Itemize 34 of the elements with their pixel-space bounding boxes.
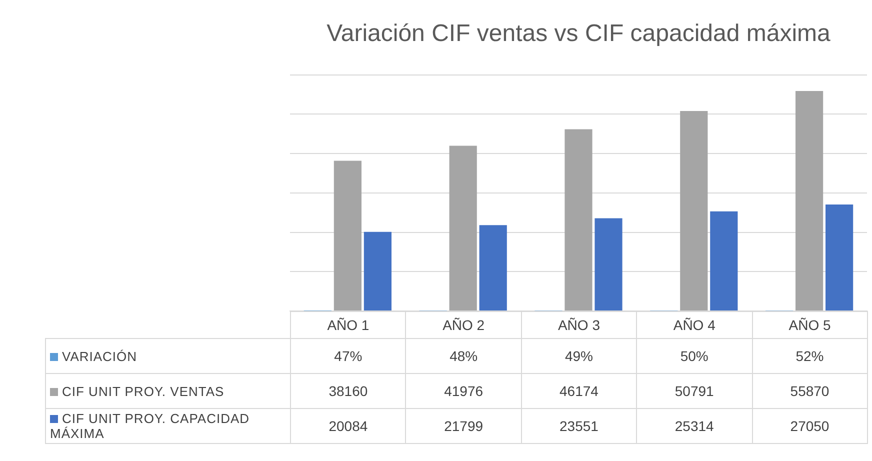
data-label: 21799 [406,408,522,444]
data-label: 50% [636,338,752,374]
data-label: 23551 [521,408,637,444]
bar [449,146,477,310]
data-label: 52% [752,338,868,374]
data-label: 20084 [290,408,406,444]
x-tick-label: AÑO 3 [521,312,637,338]
data-label: 27050 [752,408,868,444]
data-label: 41976 [406,374,522,408]
data-label: 48% [406,338,522,374]
x-tick-label: AÑO 2 [406,312,522,338]
x-tick-label: AÑO 1 [290,312,406,338]
data-label: 38160 [290,374,406,408]
legend-label: VARIACIÓN [46,338,290,374]
bar [594,218,622,310]
bar [334,160,362,310]
data-label: 46174 [521,374,637,408]
data-label: 55870 [752,374,868,408]
x-tick-label: AÑO 5 [752,312,868,338]
bar [710,211,738,310]
chart-title: Variación CIF ventas vs CIF capacidad máxima [326,20,832,48]
bar [479,225,507,310]
data-label: 47% [290,338,406,374]
legend-label: CIF UNIT PROY. VENTAS [46,374,290,408]
data-label: 50791 [636,374,752,408]
bar [796,91,824,310]
bar [680,111,708,310]
x-tick-label: AÑO 4 [636,312,752,338]
legend-label: CIF UNIT PROY. CAPACIDAD MÁXIMA [46,408,290,444]
bar [364,232,392,310]
bar [564,129,592,310]
bar [826,204,854,310]
data-label: 49% [521,338,637,374]
data-label: 25314 [636,408,752,444]
